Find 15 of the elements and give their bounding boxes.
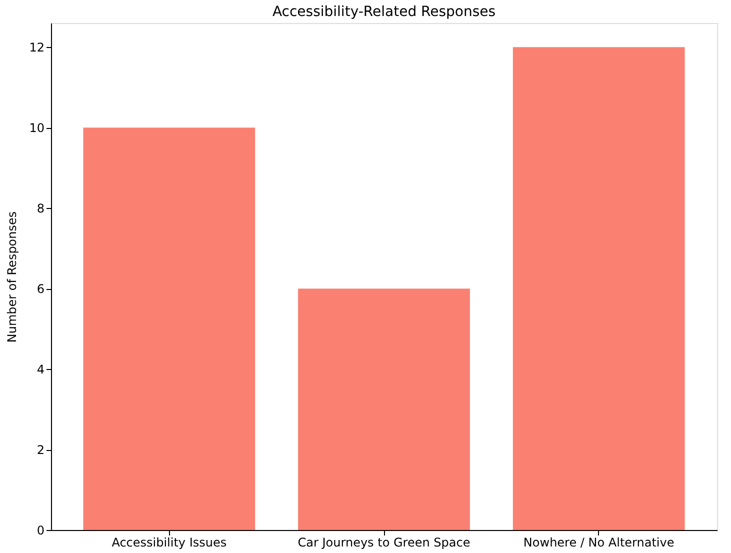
y-tick-label: 0 xyxy=(36,524,44,538)
x-tick-label: Accessibility Issues xyxy=(112,536,227,550)
x-tick-label: Nowhere / No Alternative xyxy=(523,536,674,550)
y-tick-label: 2 xyxy=(36,443,44,458)
x-tick-label: Car Journeys to Green Space xyxy=(298,536,470,550)
y-tick-label: 10 xyxy=(29,121,44,136)
bar xyxy=(83,128,256,530)
y-tick-label: 4 xyxy=(36,362,44,377)
y-tick-label: 6 xyxy=(36,282,44,296)
y-tick-label: 12 xyxy=(29,40,44,55)
chart-title: Accessibility-Related Responses xyxy=(272,4,496,20)
bar xyxy=(298,288,470,530)
y-axis-title: Number of Responses xyxy=(5,211,20,343)
y-tick-label: 8 xyxy=(36,202,44,216)
bar xyxy=(512,47,685,530)
